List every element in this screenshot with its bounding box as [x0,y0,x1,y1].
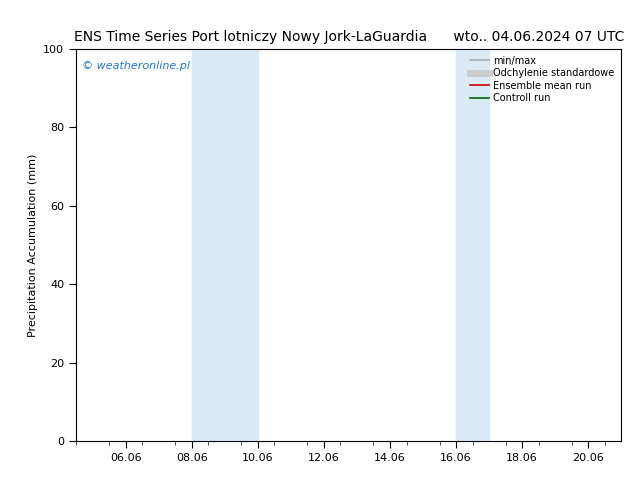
Text: © weatheronline.pl: © weatheronline.pl [82,61,190,71]
Bar [191,49,258,441]
Bar [456,49,489,441]
Y-axis label: Precipitation Accumulation (mm): Precipitation Accumulation (mm) [28,153,37,337]
Title: ENS Time Series Port lotniczy Nowy Jork-LaGuardia      wto.. 04.06.2024 07 UTC: ENS Time Series Port lotniczy Nowy Jork-… [74,30,624,44]
Legend: min/max, Odchylenie standardowe, Ensemble mean run, Controll run: min/max, Odchylenie standardowe, Ensembl… [468,54,616,105]
